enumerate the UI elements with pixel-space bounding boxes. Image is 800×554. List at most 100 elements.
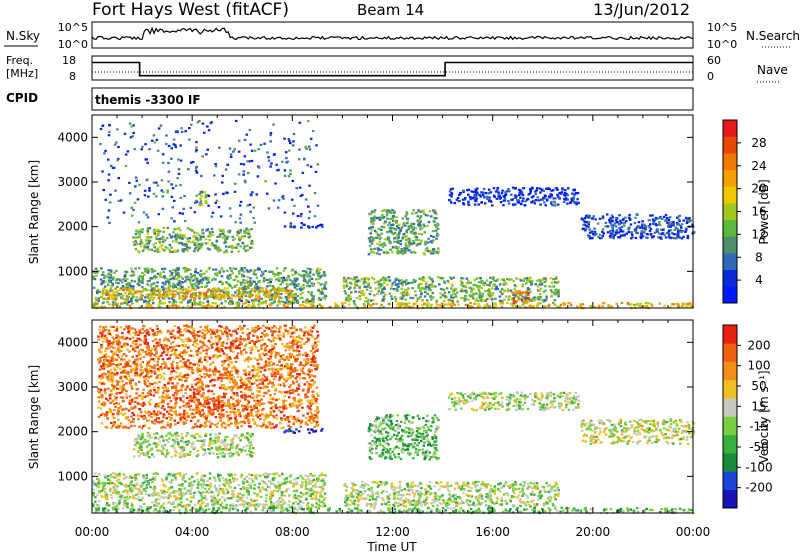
range-cell xyxy=(621,230,625,233)
range-cell xyxy=(223,455,226,458)
range-cell xyxy=(275,163,278,166)
range-cell xyxy=(270,298,273,301)
range-cell xyxy=(249,241,253,244)
range-cell xyxy=(425,285,428,289)
range-cell xyxy=(106,275,109,278)
range-cell xyxy=(273,483,277,486)
range-cell xyxy=(469,198,472,201)
range-cell xyxy=(141,228,144,231)
range-cell xyxy=(156,473,159,476)
range-cell xyxy=(181,212,184,215)
range-cell xyxy=(503,290,506,293)
range-cell xyxy=(550,189,553,192)
range-cell xyxy=(173,275,176,278)
range-cell xyxy=(230,294,234,297)
range-cell xyxy=(514,187,518,190)
range-cell xyxy=(201,291,204,295)
range-cell xyxy=(162,191,165,194)
range-cell xyxy=(114,189,117,192)
range-cell xyxy=(235,499,239,502)
range-cell xyxy=(252,216,255,220)
range-cell xyxy=(124,475,128,478)
range-cell xyxy=(225,245,228,248)
range-cell xyxy=(229,267,232,270)
range-cell xyxy=(315,305,318,308)
range-cell xyxy=(138,235,141,238)
range-cell xyxy=(163,492,166,495)
range-cell xyxy=(289,142,292,145)
range-cell xyxy=(362,282,366,285)
range-cell xyxy=(388,292,392,295)
range-cell xyxy=(147,482,150,485)
range-cell xyxy=(389,217,392,221)
range-cell xyxy=(550,194,553,197)
range-cell xyxy=(134,477,138,480)
range-cell xyxy=(310,301,313,304)
range-cell xyxy=(368,227,371,230)
range-cell xyxy=(215,199,219,202)
range-cell xyxy=(159,302,163,305)
range-cell xyxy=(157,127,161,130)
range-cell xyxy=(291,179,294,183)
range-cell xyxy=(647,302,650,305)
range-cell xyxy=(393,280,396,283)
range-cell xyxy=(617,236,620,239)
range-cell xyxy=(379,285,383,288)
range-cell xyxy=(181,453,184,456)
range-cell xyxy=(493,195,496,198)
range-cell xyxy=(123,484,126,487)
range-cell xyxy=(150,283,153,286)
range-cell xyxy=(207,491,210,494)
range-cell xyxy=(403,280,406,284)
range-cell xyxy=(391,251,394,254)
range-cell xyxy=(116,492,119,495)
range-cell xyxy=(666,216,669,220)
range-cell xyxy=(152,230,156,233)
range-cell xyxy=(334,302,337,305)
range-cell xyxy=(214,247,217,250)
range-cell xyxy=(253,499,256,502)
range-cell xyxy=(213,287,216,290)
range-cell xyxy=(280,277,284,280)
range-cell xyxy=(180,297,183,300)
range-cell xyxy=(397,301,401,305)
range-cell xyxy=(110,271,113,274)
range-cell xyxy=(102,271,105,274)
range-cell xyxy=(218,479,221,482)
range-cell xyxy=(233,148,236,151)
range-cell xyxy=(228,478,231,481)
range-cell xyxy=(94,507,98,510)
range-cell xyxy=(380,283,384,286)
range-cell xyxy=(224,446,227,449)
range-cell xyxy=(224,281,228,284)
range-cell xyxy=(139,293,142,296)
range-cell xyxy=(180,127,183,130)
range-cell xyxy=(178,212,182,215)
range-cell xyxy=(414,279,417,282)
range-cell xyxy=(469,196,473,199)
range-cell xyxy=(248,447,252,450)
range-cell xyxy=(296,214,300,218)
range-cell xyxy=(575,201,578,204)
range-cell xyxy=(190,445,193,448)
range-cell xyxy=(172,490,176,493)
range-cell xyxy=(233,473,237,476)
range-cell xyxy=(170,217,173,220)
range-cell xyxy=(345,282,349,285)
range-cell xyxy=(107,297,110,300)
range-cell xyxy=(301,287,304,291)
range-cell xyxy=(181,491,184,494)
range-cell xyxy=(199,197,202,200)
range-cell xyxy=(283,225,287,228)
range-cell xyxy=(220,448,223,451)
range-cell xyxy=(367,278,370,281)
range-cell xyxy=(606,213,609,216)
range-cell xyxy=(293,282,296,285)
range-cell xyxy=(642,227,645,230)
range-cell xyxy=(187,286,191,289)
range-cell xyxy=(214,163,217,166)
range-cell xyxy=(494,304,498,308)
range-cell xyxy=(171,297,174,300)
range-cell xyxy=(620,225,623,228)
range-cell xyxy=(414,251,417,254)
